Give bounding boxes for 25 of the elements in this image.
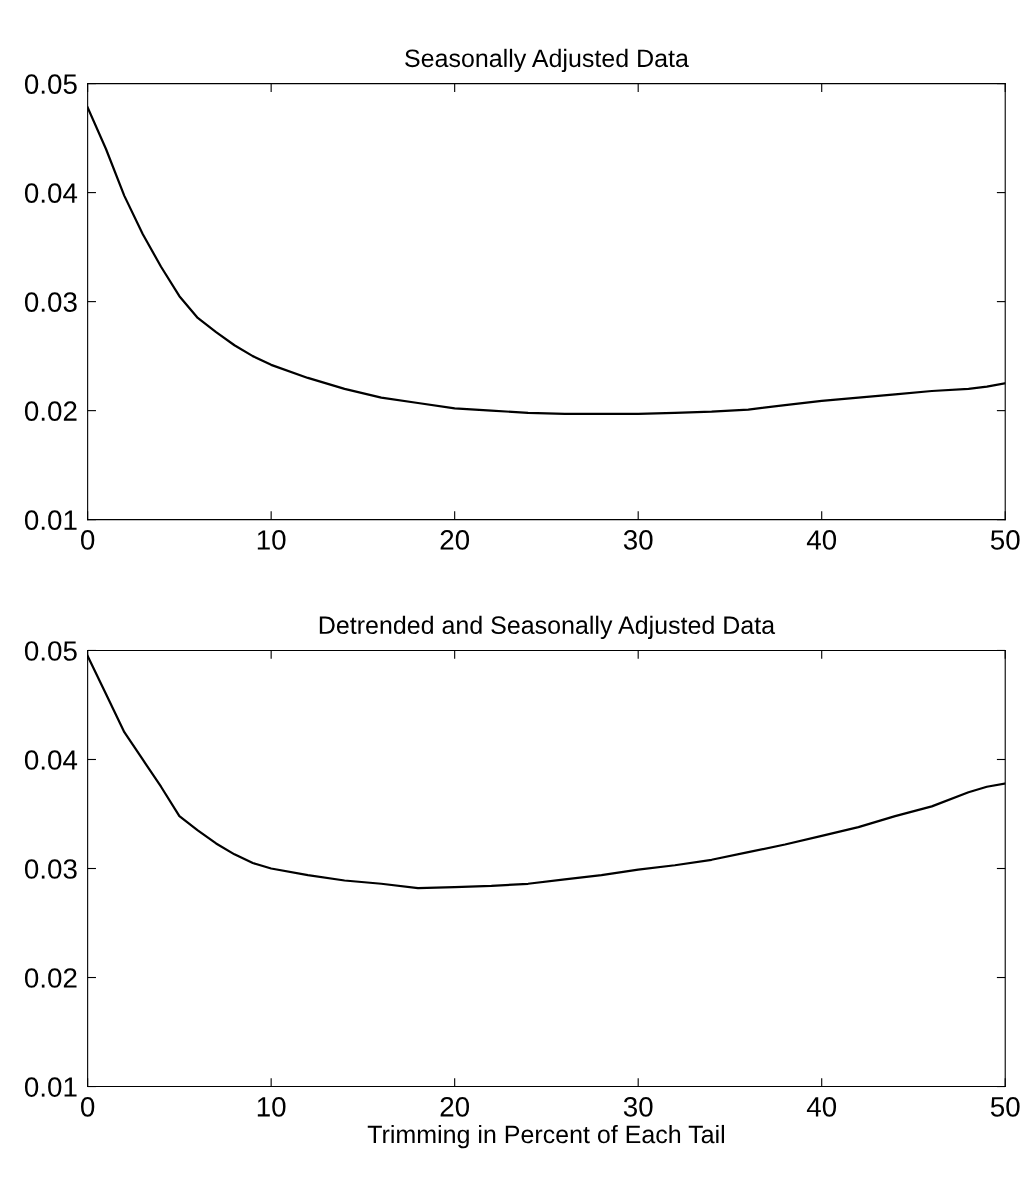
y-tick-label: 0.02 <box>24 401 77 421</box>
y-tick-label: 0.02 <box>24 968 77 988</box>
x-tick-label: 20 <box>440 530 470 550</box>
y-tick-label: 0.04 <box>24 183 78 203</box>
x-tick-label: 40 <box>806 1097 837 1117</box>
y-tick-label: 0.05 <box>24 641 77 661</box>
x-axis-title: Trimming in Percent of Each Tail <box>367 1124 724 1149</box>
x-tick-label: 50 <box>990 530 1020 550</box>
x-tick-label: 10 <box>257 530 286 550</box>
chart-title: Seasonally Adjusted Data <box>405 48 689 73</box>
x-tick-label: 0 <box>81 530 95 550</box>
x-tick-label: 50 <box>990 1097 1020 1117</box>
y-tick-label: 0.03 <box>24 292 77 312</box>
y-tick-label: 0.04 <box>24 750 78 770</box>
y-tick-label: 0.05 <box>24 74 77 94</box>
x-tick-label: 30 <box>623 1097 653 1117</box>
chart-title: Detrended and Seasonally Adjusted Data <box>319 615 776 639</box>
x-tick-label: 40 <box>806 530 837 550</box>
y-tick-label: 0.01 <box>24 510 77 530</box>
y-tick-label: 0.03 <box>24 859 77 879</box>
x-tick-label: 20 <box>440 1097 470 1117</box>
x-tick-label: 0 <box>81 1097 95 1117</box>
y-tick-label: 0.01 <box>24 1077 77 1097</box>
x-tick-label: 30 <box>623 530 653 550</box>
x-tick-label: 10 <box>257 1097 286 1117</box>
